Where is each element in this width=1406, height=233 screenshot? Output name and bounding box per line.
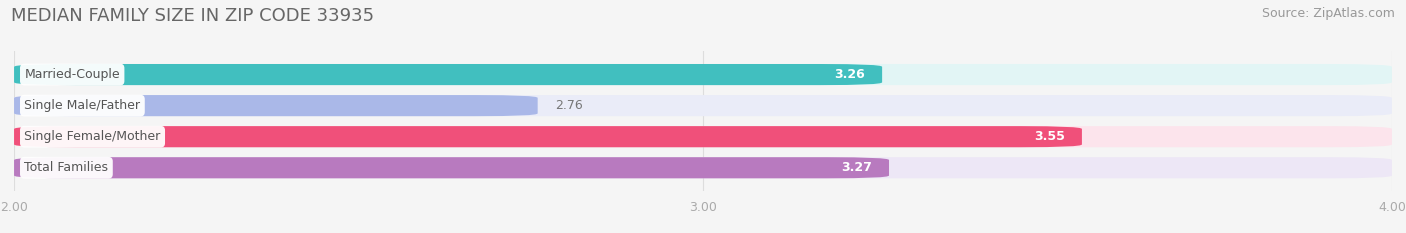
Text: 3.27: 3.27 — [841, 161, 872, 174]
FancyBboxPatch shape — [14, 157, 889, 178]
FancyBboxPatch shape — [14, 157, 1392, 178]
FancyBboxPatch shape — [14, 95, 1392, 116]
Text: Source: ZipAtlas.com: Source: ZipAtlas.com — [1261, 7, 1395, 20]
Text: 3.26: 3.26 — [834, 68, 865, 81]
Text: MEDIAN FAMILY SIZE IN ZIP CODE 33935: MEDIAN FAMILY SIZE IN ZIP CODE 33935 — [11, 7, 374, 25]
Text: 3.55: 3.55 — [1033, 130, 1064, 143]
FancyBboxPatch shape — [14, 126, 1083, 147]
Text: Single Female/Mother: Single Female/Mother — [24, 130, 160, 143]
Text: Total Families: Total Families — [24, 161, 108, 174]
FancyBboxPatch shape — [14, 126, 1392, 147]
Text: Married-Couple: Married-Couple — [24, 68, 120, 81]
FancyBboxPatch shape — [14, 95, 537, 116]
FancyBboxPatch shape — [14, 64, 882, 85]
Text: Single Male/Father: Single Male/Father — [24, 99, 141, 112]
Text: 2.76: 2.76 — [555, 99, 582, 112]
FancyBboxPatch shape — [14, 64, 1392, 85]
